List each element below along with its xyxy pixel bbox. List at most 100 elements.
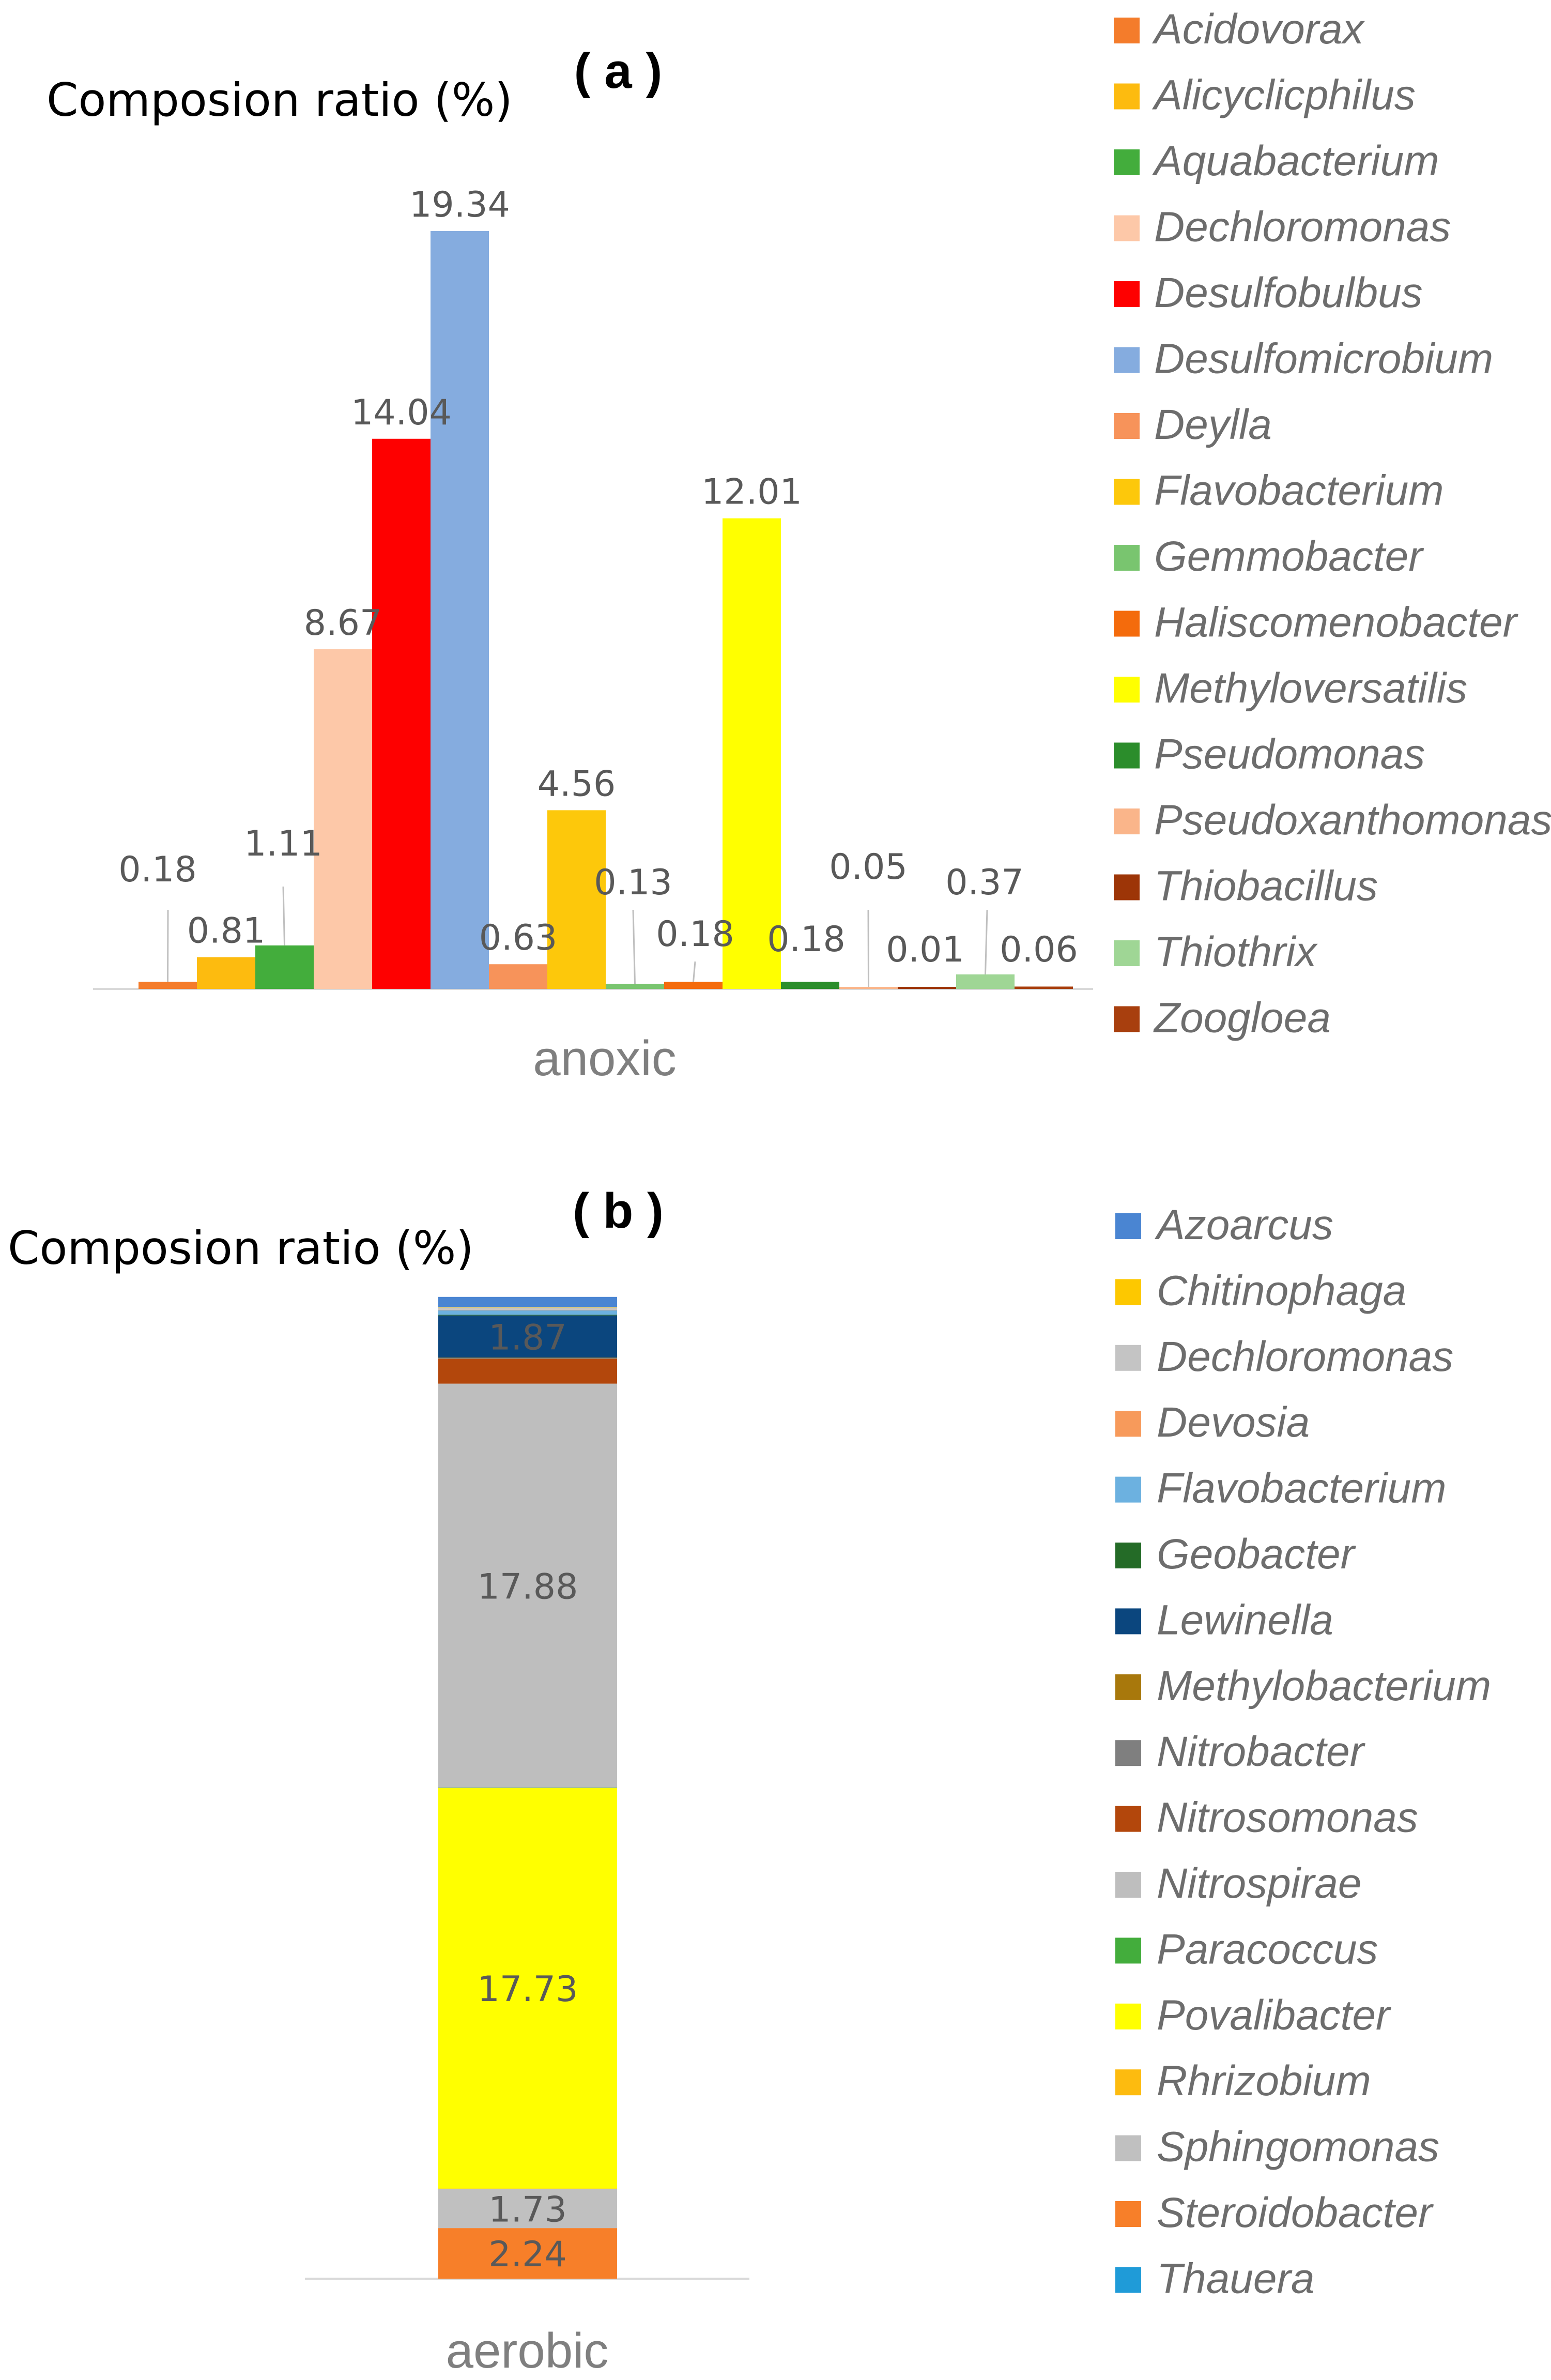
legend-swatch-dechloromonas: [1114, 215, 1140, 241]
legend-swatch-aquabacterium: [1114, 149, 1140, 175]
stack-segment-nitrosomonas: [438, 1359, 617, 1384]
bar-gemmobacter: [606, 984, 664, 989]
legend-swatch-desulfomicrobium: [1114, 347, 1140, 373]
legend-swatch-sphingomonas: [1115, 2135, 1141, 2161]
panel-a-legend: Acidovorax Alicyclicphilus Aquabacterium De…: [1114, 6, 1551, 1042]
data-label-thiothrix: 0.37: [945, 862, 1023, 903]
legend-swatch-desulfobulbus: [1114, 281, 1140, 307]
legend-label-povalibacter: Povalibacter: [1157, 1992, 1392, 2039]
legend-label-devosia: Devosia: [1157, 1399, 1310, 1446]
stack-segment-dechloromonas: [438, 1307, 617, 1310]
data-label-haliscomenobacter: 0.18: [656, 914, 734, 955]
legend-swatch-deylla: [1114, 413, 1140, 439]
bar-thiothrix: [956, 974, 1015, 989]
bar-desulfobulbus: [372, 438, 431, 989]
leader-line-pseudoxanthomonas: [867, 909, 869, 987]
legend-label-thauera: Thauera: [1157, 2255, 1314, 2302]
stack-segment-sphingomonas: [438, 2189, 617, 2229]
legend-swatch-nitrosomonas: [1115, 1806, 1141, 1832]
panel-a-y-axis-label: Composion ratio (%): [47, 73, 513, 127]
legend-swatch-alicyclicphilus: [1114, 83, 1140, 110]
data-label-acidovorax: 0.18: [118, 849, 196, 890]
legend-swatch-pseudomonas: [1114, 742, 1140, 769]
panel-b-stacked-bar: [438, 1296, 617, 2279]
legend-label-acidovorax: Acidovorax: [1151, 6, 1365, 53]
legend-swatch-paracoccus: [1115, 1937, 1141, 1964]
legend-swatch-flavobacterium: [1114, 479, 1140, 505]
legend-label-chitinophaga: Chitinophaga: [1157, 1267, 1406, 1314]
panel-b: ( b ) Composion ratio (%) 2.241.73 17.73 1…: [8, 1183, 1491, 2378]
legend-swatch-dechloromonas: [1115, 1345, 1141, 1371]
legend-label-thiothrix: Thiothrix: [1154, 928, 1318, 975]
legend-label-deylla: Deylla: [1154, 401, 1272, 448]
bar-deylla: [489, 964, 547, 989]
legend-swatch-methyloversatilis: [1114, 677, 1140, 703]
panel-b-title: ( b ): [573, 1183, 664, 1239]
legend-label-azoarcus: Azoarcus: [1154, 1201, 1333, 1248]
stack-segment-nitrospirae: [438, 1383, 617, 1788]
data-label-thiobacillus: 0.01: [886, 929, 964, 970]
legend-label-nitrospirae: Nitrospirae: [1157, 1860, 1361, 1907]
data-label-lewinella: 1.87: [488, 1317, 566, 1358]
legend-swatch-thiothrix: [1114, 940, 1140, 966]
panel-a-category-label: anoxic: [533, 1031, 677, 1086]
bar-alicyclicphilus: [197, 957, 255, 989]
leader-line-haliscomenobacter: [693, 961, 696, 982]
bar-methyloversatilis: [723, 518, 781, 989]
bar-thiobacillus: [898, 987, 956, 989]
legend-label-dechloromonas: Dechloromonas: [1157, 1333, 1453, 1380]
leader-line-aquabacterium: [282, 886, 285, 945]
data-label-methyloversatilis: 12.01: [701, 472, 802, 513]
legend-label-aquabacterium: Aquabacterium: [1151, 138, 1439, 185]
stack-segment-methylobacterium: [438, 1357, 617, 1359]
leader-line-gemmobacter: [632, 909, 636, 984]
legend-label-pseudoxanthomonas: Pseudoxanthomonas: [1154, 797, 1551, 844]
legend-swatch-azoarcus: [1115, 1213, 1141, 1239]
legend-label-flavobacterium: Flavobacterium: [1157, 1465, 1447, 1512]
legend-label-methylobacterium: Methylobacterium: [1157, 1662, 1491, 1710]
data-label-desulfomicrobium: 19.34: [409, 185, 510, 225]
legend-label-haliscomenobacter: Haliscomenobacter: [1154, 599, 1519, 646]
bar-flavobacterium: [547, 810, 606, 989]
legend-label-flavobacterium: Flavobacterium: [1154, 467, 1444, 514]
data-label-sphingomonas: 1.73: [488, 2189, 566, 2230]
legend-swatch-lewinella: [1115, 1608, 1141, 1635]
legend-swatch-nitrobacter: [1115, 1740, 1141, 1766]
bar-dechloromonas: [314, 649, 372, 989]
legend-swatch-rhrizobium: [1115, 2069, 1141, 2096]
legend-label-desulfobulbus: Desulfobulbus: [1154, 269, 1423, 316]
panel-b-y-axis-label: Composion ratio (%): [8, 1222, 474, 1275]
legend-label-nitrobacter: Nitrobacter: [1157, 1728, 1366, 1775]
legend-swatch-nitrospirae: [1115, 1872, 1141, 1898]
bar-desulfomicrobium: [431, 231, 489, 989]
legend-swatch-chitinophaga: [1115, 1279, 1141, 1305]
bar-pseudoxanthomonas: [839, 987, 898, 989]
legend-label-zoogloea: Zoogloea: [1153, 995, 1331, 1042]
bar-acidovorax: [139, 982, 197, 989]
panel-a: ( a ) Composion ratio (%) 0.18 0.81 1.11 8.…: [47, 6, 1551, 1086]
stack-segment-nitrobacter: [438, 1358, 617, 1359]
legend-label-nitrosomonas: Nitrosomonas: [1157, 1794, 1418, 1841]
stack-segment-azoarcus: [438, 1296, 617, 1307]
legend-swatch-flavobacterium: [1115, 1476, 1141, 1503]
panel-b-category-label: aerobic: [446, 2323, 609, 2378]
bar-haliscomenobacter: [664, 982, 723, 989]
legend-label-paracoccus: Paracoccus: [1157, 1926, 1378, 1973]
data-label-dechloromonas: 8.67: [304, 603, 382, 644]
data-label-pseudomonas: 0.18: [767, 919, 845, 960]
legend-swatch-gemmobacter: [1114, 545, 1140, 571]
legend-swatch-devosia: [1115, 1411, 1141, 1437]
panel-a-bars: [139, 231, 1073, 989]
panel-b-data-labels: 2.241.73 17.73 17.88 1.87: [478, 1317, 578, 2275]
stack-segment-steroidobacter: [438, 2228, 617, 2279]
panel-b-legend: Azoarcus Chitinophaga Dechloromonas Devosia…: [1115, 1201, 1491, 2302]
legend-label-geobacter: Geobacter: [1157, 1531, 1357, 1578]
data-label-pseudoxanthomonas: 0.05: [829, 847, 907, 888]
legend-swatch-povalibacter: [1115, 2003, 1141, 2030]
stack-segment-lewinella: [438, 1315, 617, 1358]
legend-label-lewinella: Lewinella: [1157, 1596, 1333, 1643]
legend-swatch-geobacter: [1115, 1543, 1141, 1568]
data-label-alicyclicphilus: 0.81: [187, 911, 265, 952]
data-label-zoogloea: 0.06: [1000, 929, 1078, 970]
legend-swatch-pseudoxanthomonas: [1114, 808, 1140, 834]
